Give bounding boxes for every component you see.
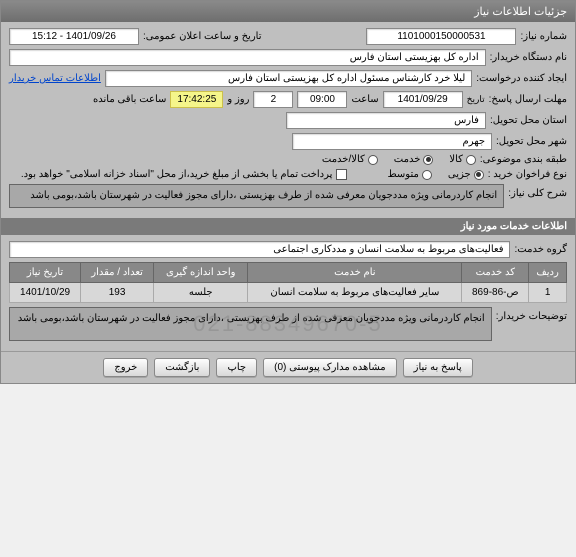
radio-label: کالا — [449, 154, 463, 165]
deadline-sub: تاریخ — [467, 94, 485, 105]
service-group-label: گروه خدمت: — [514, 244, 567, 255]
cell-row: 1 — [529, 283, 567, 303]
province-field: فارس — [286, 112, 486, 129]
need-title-box: انجام کاردرمانی ویژه مددجویان معرفی شده … — [9, 184, 504, 208]
announce-field: 1401/09/26 - 15:12 — [9, 28, 139, 45]
radio-khedmat[interactable]: خدمت — [394, 154, 434, 165]
service-group-field: فعالیت‌های مربوط به سلامت انسان و مددکار… — [9, 241, 510, 258]
th-qty: تعداد / مقدار — [81, 263, 154, 283]
services-header: اطلاعات خدمات مورد نیاز — [1, 218, 575, 235]
th-name: نام خدمت — [248, 263, 462, 283]
radio-label: متوسط — [387, 169, 418, 180]
th-code: کد خدمت — [462, 263, 529, 283]
buyer-name-field: اداره کل بهزیستی استان فارس — [9, 49, 486, 66]
exit-button[interactable]: خروج — [103, 358, 148, 377]
city-field: جهرم — [292, 133, 492, 150]
cell-date: 1401/10/29 — [10, 283, 81, 303]
radio-medium[interactable]: متوسط — [387, 169, 431, 180]
days-field: 2 — [253, 91, 293, 108]
category-label: طبقه بندی موضوعی: — [480, 154, 567, 165]
deadline-label: مهلت ارسال پاسخ: — [489, 94, 567, 105]
buyer-notes-box: انجام کاردرمانی ویژه مددجویان معرفی شده … — [9, 307, 492, 341]
window: جزئیات اطلاعات نیاز شماره نیاز: 11010001… — [0, 0, 576, 384]
window-title: جزئیات اطلاعات نیاز — [474, 6, 567, 18]
radio-icon — [368, 155, 378, 165]
countdown: 17:42:25 — [170, 91, 223, 108]
need-number-label: شماره نیاز: — [520, 31, 567, 42]
radio-kala[interactable]: کالا — [449, 154, 476, 165]
cell-code: ص-86-869 — [462, 283, 529, 303]
services-table: ردیف کد خدمت نام خدمت واحد اندازه گیری ت… — [9, 262, 567, 303]
radio-icon — [474, 170, 484, 180]
partial-pay-checkbox[interactable] — [336, 169, 347, 180]
radio-both[interactable]: کالا/خدمت — [322, 154, 378, 165]
title-bar: جزئیات اطلاعات نیاز — [1, 1, 575, 22]
requester-field: لیلا خرد کارشناس مسئول اداره کل بهزیستی … — [105, 70, 472, 87]
cell-unit: جلسه — [154, 283, 248, 303]
deadline-time-field: 09:00 — [297, 91, 347, 108]
print-button[interactable]: چاپ — [216, 358, 257, 377]
city-label: شهر محل تحویل: — [496, 136, 567, 147]
form-area: شماره نیاز: 1101000150000531 تاریخ و ساع… — [1, 22, 575, 218]
attachments-button[interactable]: مشاهده مدارک پیوستی (0) — [263, 358, 397, 377]
time-label: ساعت — [351, 94, 378, 105]
deadline-date-field: 1401/09/29 — [383, 91, 463, 108]
requester-label: ایجاد کننده درخواست: — [476, 73, 567, 84]
th-unit: واحد اندازه گیری — [154, 263, 248, 283]
buyer-notes-label: توضیحات خریدار: — [496, 307, 567, 322]
remain-label: ساعت باقی مانده — [93, 94, 166, 105]
purchase-type-label: نوع فراخوان خرید : — [488, 169, 567, 180]
radio-icon — [422, 170, 432, 180]
province-label: استان محل تحویل: — [490, 115, 567, 126]
th-row: ردیف — [529, 263, 567, 283]
partial-pay-label: پرداخت تمام یا بخشی از مبلغ خرید،از محل … — [21, 169, 333, 180]
announce-label: تاریخ و ساعت اعلان عمومی: — [143, 31, 262, 42]
radio-icon — [466, 155, 476, 165]
buyer-name-label: نام دستگاه خریدار: — [490, 52, 567, 63]
th-date: تاریخ نیاز — [10, 263, 81, 283]
radio-label: جزیی — [448, 169, 471, 180]
respond-button[interactable]: پاسخ به نیاز — [403, 358, 473, 377]
radio-icon — [423, 155, 433, 165]
contact-link[interactable]: اطلاعات تماس خریدار — [9, 73, 101, 84]
back-button[interactable]: بازگشت — [154, 358, 210, 377]
need-title-label: شرح کلی نیاز: — [508, 184, 567, 199]
bottom-bar: پاسخ به نیاز مشاهده مدارک پیوستی (0) چاپ… — [1, 351, 575, 383]
radio-label: کالا/خدمت — [322, 154, 365, 165]
radio-minor[interactable]: جزیی — [448, 169, 484, 180]
need-number-field: 1101000150000531 — [366, 28, 516, 45]
days-label: روز و — [227, 94, 249, 105]
table-row[interactable]: 1 ص-86-869 سایر فعالیت‌های مربوط به سلام… — [10, 283, 567, 303]
radio-label: خدمت — [394, 154, 421, 165]
cell-name: سایر فعالیت‌های مربوط به سلامت انسان — [248, 283, 462, 303]
cell-qty: 193 — [81, 283, 154, 303]
